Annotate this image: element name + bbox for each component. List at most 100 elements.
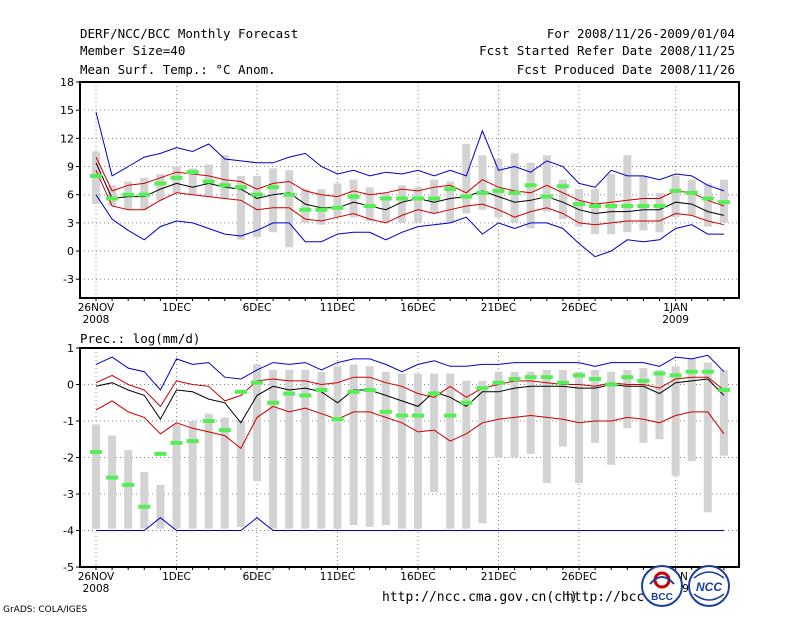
y-tick-label: 0: [67, 379, 74, 392]
x-tick-label: 6DEC: [243, 571, 272, 583]
median-marker: [154, 181, 167, 186]
forecast-start-date: Fcst Started Refer Date 2008/11/25: [479, 43, 735, 58]
median-marker: [186, 439, 199, 444]
median-marker: [492, 188, 505, 193]
ensemble-box: [333, 366, 342, 529]
ensemble-box: [397, 373, 406, 529]
median-marker: [154, 451, 167, 456]
median-marker: [717, 200, 730, 205]
ensemble-box: [381, 371, 390, 526]
median-marker: [267, 400, 280, 405]
y-tick-label: -4: [63, 525, 74, 538]
x-tick-label: 11DEC: [320, 571, 355, 583]
ensemble-box: [542, 155, 551, 212]
median-marker: [589, 203, 602, 208]
median-marker: [315, 207, 328, 212]
median-marker: [363, 387, 376, 392]
y-tick-label: 9: [67, 161, 74, 174]
median-marker: [573, 202, 585, 207]
ensemble-box: [526, 162, 535, 229]
ncc-logo-text: NCC: [696, 580, 722, 594]
median-marker: [379, 196, 392, 201]
median-marker: [363, 203, 376, 208]
ensemble-box: [301, 189, 310, 223]
ensemble-box: [156, 484, 165, 529]
ensemble-box: [591, 189, 600, 235]
y-tick-label: 12: [60, 132, 74, 145]
ensemble-box: [655, 192, 664, 233]
x-tick-label: 26NOV: [78, 302, 115, 314]
ensemble-box: [478, 155, 487, 210]
median-marker: [412, 196, 424, 201]
ensemble-box: [526, 371, 535, 454]
ensemble-box: [591, 369, 600, 443]
median-marker: [701, 196, 714, 201]
forecast-period: For 2008/11/26-2009/01/04: [546, 26, 735, 41]
x-tick-label: 1DEC: [162, 302, 191, 314]
ensemble-box: [446, 373, 455, 529]
y-tick-label: -3: [63, 273, 74, 286]
ensemble-box: [542, 369, 551, 484]
ensemble-box: [108, 185, 117, 206]
plot-frame: [79, 81, 740, 299]
median-marker: [202, 179, 215, 184]
median-marker: [428, 391, 441, 396]
median-marker: [637, 203, 650, 208]
ensemble-box: [510, 371, 519, 458]
median-marker: [476, 190, 489, 195]
y-tick-label: 0: [67, 245, 74, 258]
median-marker: [170, 440, 183, 445]
median-marker: [605, 382, 618, 387]
series-line-lower: [95, 400, 725, 450]
ensemble-box: [462, 143, 471, 214]
median-marker: [653, 371, 666, 376]
median-marker: [379, 409, 392, 414]
ensemble-box: [253, 175, 261, 237]
median-marker: [202, 419, 215, 423]
x-tick-label: 16DEC: [400, 571, 435, 583]
footer-url-bcc[interactable]: http://bcc.: [566, 590, 653, 605]
y-tick-label: 18: [60, 76, 74, 89]
series-line-min: [96, 517, 724, 531]
ensemble-box: [172, 424, 181, 529]
ensemble-box: [220, 417, 229, 529]
median-marker: [218, 428, 231, 433]
ensemble-box: [204, 413, 213, 529]
ensemble-box: [253, 364, 261, 482]
ensemble-box: [397, 185, 406, 223]
median-marker: [669, 188, 682, 193]
ensemble-box: [365, 366, 374, 527]
x-tick-label: 21DEC: [481, 571, 516, 583]
ensemble-box: [462, 380, 471, 529]
median-marker: [621, 203, 634, 208]
ensemble-box: [623, 155, 632, 233]
median-marker: [508, 190, 521, 195]
median-marker: [428, 196, 441, 201]
median-marker: [170, 175, 183, 180]
chart-title: DERF/NCC/BCC Monthly Forecast: [80, 26, 299, 41]
ensemble-box: [333, 183, 342, 218]
ensemble-box: [414, 373, 422, 529]
footer-url-ncc[interactable]: http://ncc.cma.gov.cn(ch): [382, 590, 578, 605]
ensemble-box: [108, 435, 117, 529]
series-line-min: [95, 194, 724, 258]
ensemble-box: [220, 155, 229, 199]
median-marker: [395, 196, 408, 201]
ensemble-box: [124, 450, 133, 529]
x-tick-label: 26NOV: [78, 571, 115, 583]
median-marker: [234, 389, 247, 394]
variable-label: Mean Surf. Temp.: °C Anom.: [80, 62, 276, 77]
series-line-upper: [95, 374, 725, 408]
median-marker: [701, 369, 714, 374]
median-marker: [331, 417, 344, 422]
x-tick-label: 6DEC: [243, 302, 272, 314]
median-marker: [573, 373, 585, 378]
bcc-logo-text: BCC: [651, 592, 673, 603]
median-marker: [90, 173, 102, 178]
x-tick-label: 26DEC: [561, 571, 596, 583]
median-marker: [251, 380, 263, 385]
ensemble-box: [607, 371, 616, 465]
forecast-produced-date: Fcst Produced Date 2008/11/26: [516, 62, 735, 77]
